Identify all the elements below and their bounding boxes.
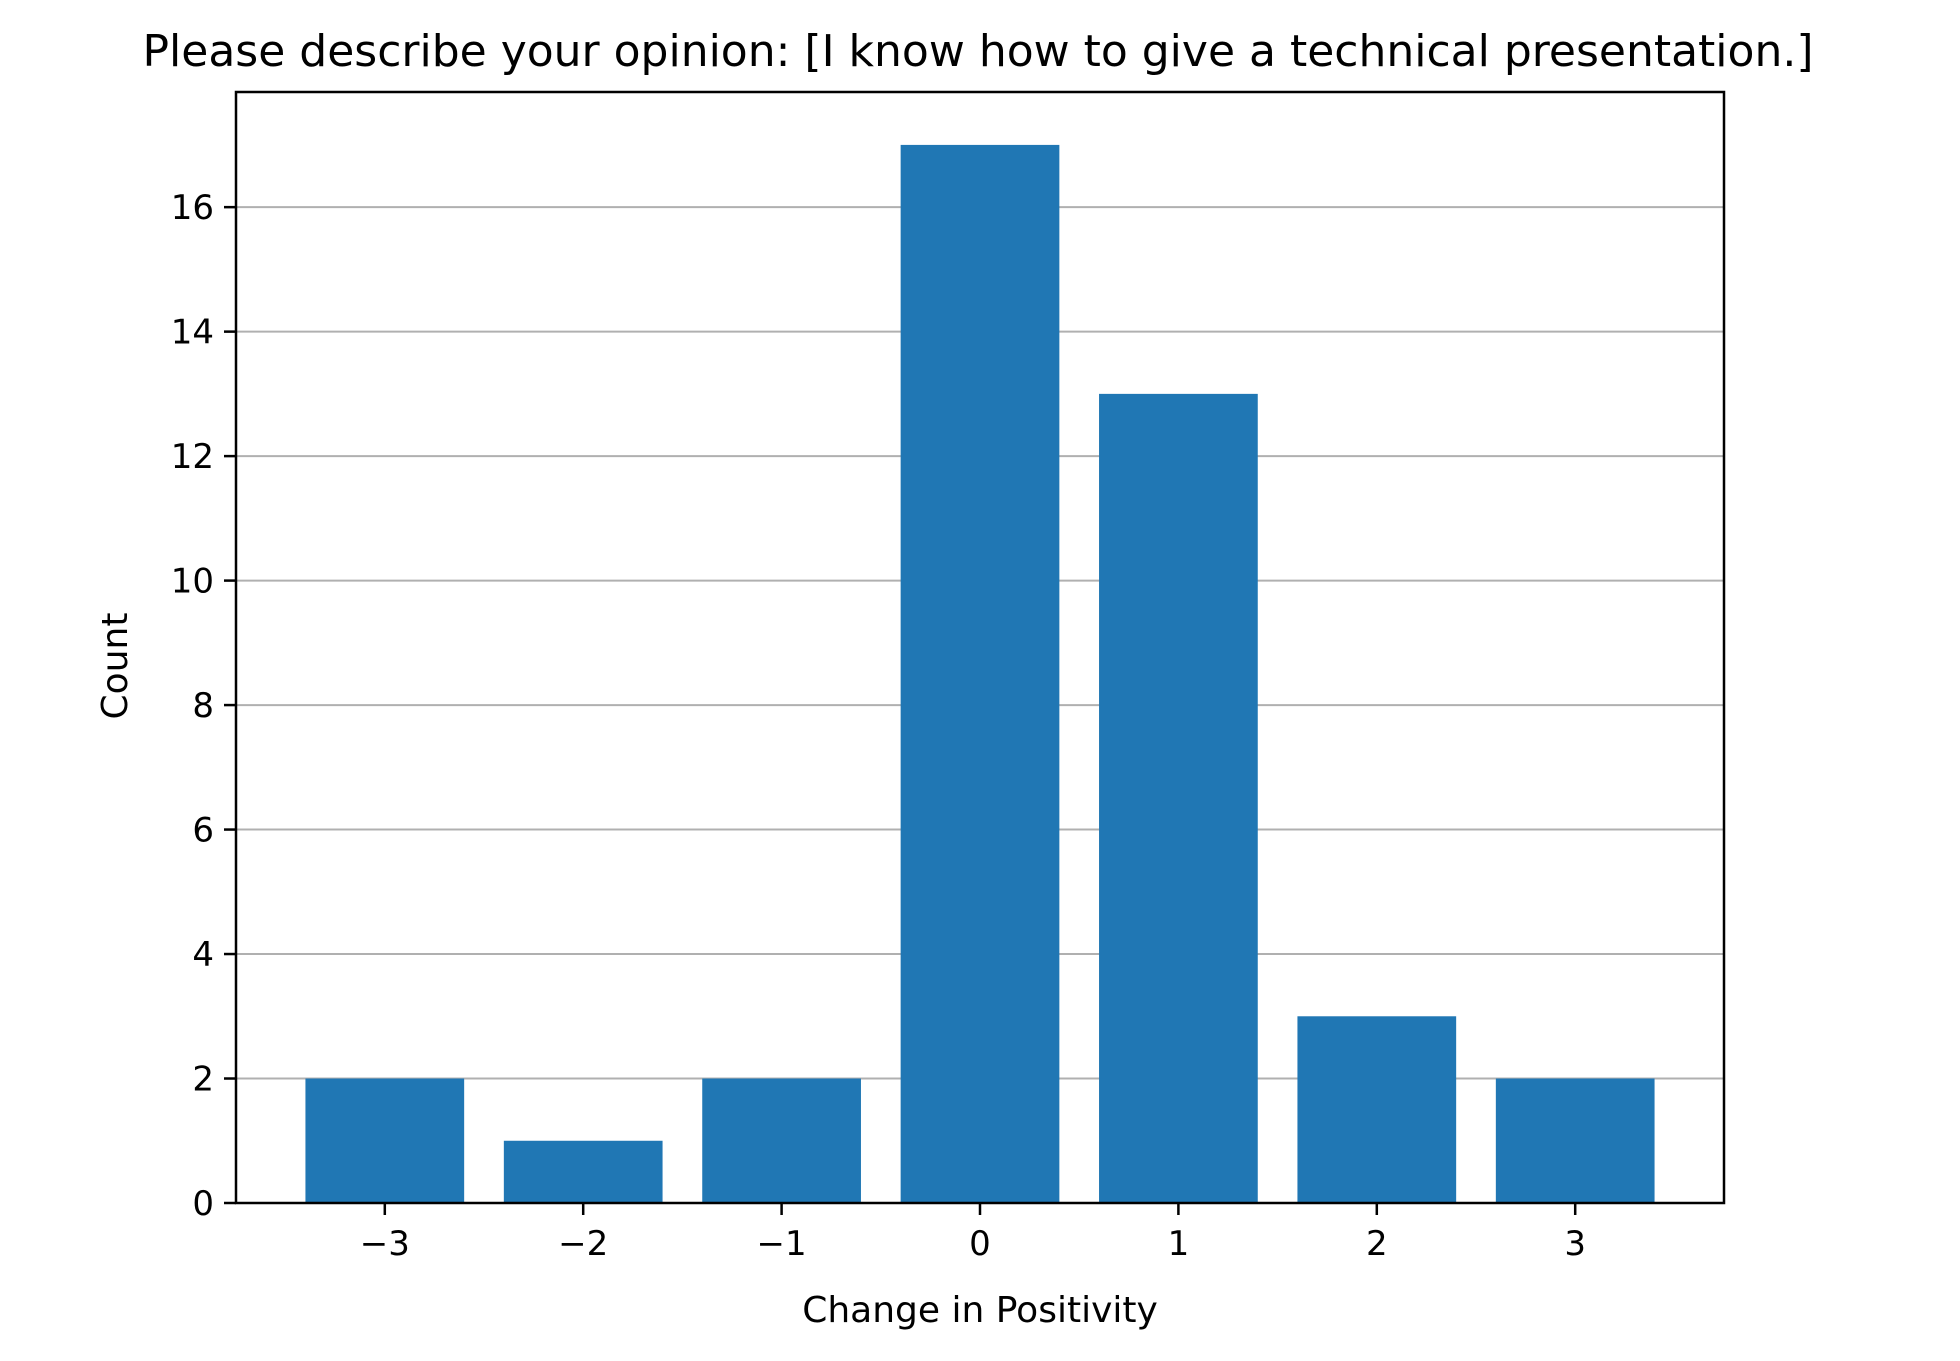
bar bbox=[702, 1078, 861, 1203]
y-axis-label: Count bbox=[95, 613, 136, 720]
bars bbox=[305, 144, 1655, 1203]
bar bbox=[900, 144, 1060, 1203]
bar bbox=[503, 1140, 663, 1203]
x-tick-label: 3 bbox=[1564, 1224, 1586, 1264]
bar bbox=[1099, 393, 1258, 1203]
y-axis-ticks: 0 2 4 6 8 10 12 14 16 bbox=[171, 188, 236, 1224]
x-tick-label: −1 bbox=[757, 1224, 807, 1264]
y-tick-label: 0 bbox=[192, 1184, 214, 1224]
y-tick-label: 16 bbox=[171, 188, 214, 228]
x-tick-label: −3 bbox=[360, 1224, 410, 1264]
x-axis-label: Change in Positivity bbox=[802, 1290, 1158, 1331]
x-axis-ticks: −3 −2 −1 0 1 2 3 bbox=[360, 1203, 1586, 1264]
y-tick-label: 8 bbox=[192, 686, 214, 726]
bar bbox=[305, 1078, 465, 1203]
x-tick-label: 2 bbox=[1366, 1224, 1388, 1264]
bar bbox=[1297, 1016, 1457, 1203]
x-tick-label: 1 bbox=[1168, 1224, 1190, 1264]
chart-title: Please describe your opinion: [I know ho… bbox=[143, 26, 1814, 77]
y-tick-label: 6 bbox=[192, 811, 214, 851]
x-tick-label: 0 bbox=[969, 1224, 991, 1264]
y-tick-label: 2 bbox=[192, 1060, 214, 1100]
x-tick-label: −2 bbox=[558, 1224, 608, 1264]
y-tick-label: 4 bbox=[192, 935, 214, 975]
y-tick-label: 12 bbox=[171, 437, 214, 477]
bar bbox=[1495, 1078, 1655, 1203]
y-tick-label: 14 bbox=[171, 313, 214, 353]
y-tick-label: 10 bbox=[171, 562, 214, 602]
